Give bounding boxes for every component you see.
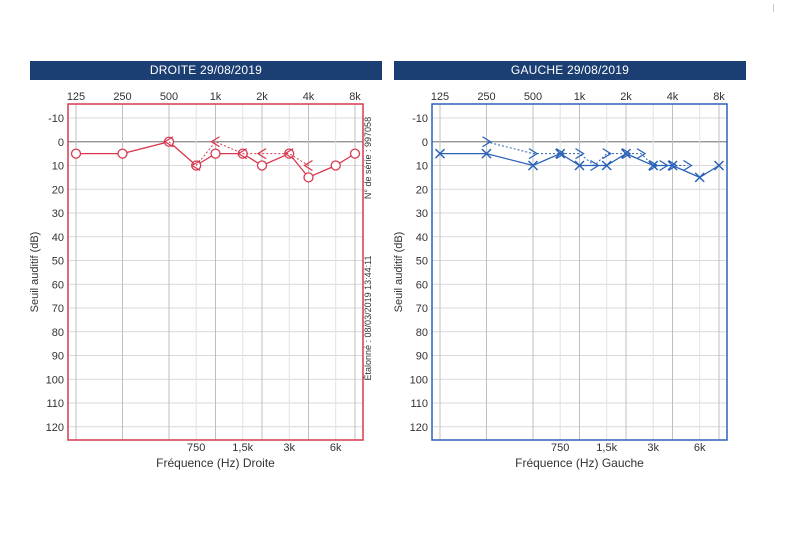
data-point-cross xyxy=(555,148,566,159)
data-point-bone-conduction xyxy=(283,148,294,160)
x-bottom-tick-label: 3k xyxy=(647,442,659,454)
y-tick-label: 10 xyxy=(52,161,64,173)
serial-number: N° de série : 997058 xyxy=(363,117,373,199)
data-point-cross xyxy=(694,172,705,183)
data-point-cross xyxy=(713,160,725,171)
x-bottom-tick-label: 750 xyxy=(551,442,569,454)
x-top-tick-label: 1k xyxy=(210,91,222,103)
y-tick-label: 90 xyxy=(52,351,64,363)
x-bottom-tick-label: 750 xyxy=(187,442,205,454)
data-point-bone-conduction xyxy=(163,136,174,148)
y-tick-label: 50 xyxy=(416,256,428,268)
y-tick-label: 20 xyxy=(52,184,64,196)
x-bottom-tick-label: 1,5k xyxy=(596,442,617,454)
data-point-circle xyxy=(210,148,221,159)
y-tick-label: 10 xyxy=(416,161,428,173)
y-tick-label: 80 xyxy=(416,327,428,339)
data-point-bone-conduction xyxy=(237,148,248,160)
y-tick-label: 70 xyxy=(416,303,428,315)
series-line-greater-than xyxy=(486,141,688,167)
y-tick-label: 50 xyxy=(52,256,64,268)
data-point-circle xyxy=(349,148,361,159)
y-tick-label: 40 xyxy=(416,232,428,244)
data-point-circle xyxy=(303,172,314,183)
y-tick-label: 100 xyxy=(46,374,64,386)
data-point-bone-conduction xyxy=(590,159,600,172)
data-point-cross xyxy=(601,160,612,171)
x-bottom-tick-label: 6k xyxy=(330,442,342,454)
plot-frame xyxy=(431,103,728,441)
data-point-bone-conduction xyxy=(210,136,220,148)
y-tick-label: 60 xyxy=(52,279,64,291)
data-point-circle xyxy=(330,160,341,171)
y-tick-label: 60 xyxy=(416,279,428,291)
data-point-bone-conduction xyxy=(602,148,612,160)
data-point-bone-conduction xyxy=(555,148,566,160)
x-top-tick-label: 125 xyxy=(431,91,449,103)
data-point-cross xyxy=(527,160,539,171)
x-bottom-tick-label: 1,5k xyxy=(232,442,253,454)
y-tick-label: 80 xyxy=(52,327,64,339)
data-point-bone-conduction xyxy=(636,148,647,160)
data-point-cross xyxy=(434,148,446,159)
x-top-tick-label: 4k xyxy=(303,91,315,103)
x-top-tick-label: 500 xyxy=(524,91,542,103)
data-point-bone-conduction xyxy=(528,148,539,160)
data-point-bone-conduction xyxy=(256,148,267,160)
y-tick-label: 20 xyxy=(416,184,428,196)
left-ear-title: GAUCHE 29/08/2019 xyxy=(394,61,746,80)
x-top-tick-label: 500 xyxy=(160,91,178,103)
data-point-cross xyxy=(481,148,492,159)
data-point-bone-conduction xyxy=(621,148,632,160)
x-top-tick-label: 250 xyxy=(477,91,495,103)
data-point-bone-conduction xyxy=(648,159,659,172)
x-top-tick-label: 250 xyxy=(113,91,131,103)
x-top-tick-label: 4k xyxy=(667,91,679,103)
data-point-bone-conduction xyxy=(303,159,313,172)
data-point-bone-conduction xyxy=(668,159,678,172)
y-tick-label: 100 xyxy=(410,374,428,386)
x-axis-label: Fréquence (Hz) Droite xyxy=(156,456,275,470)
y-tick-label: 120 xyxy=(46,422,64,434)
y-tick-label: 90 xyxy=(416,351,428,363)
plot-frame xyxy=(67,103,364,441)
x-top-tick-label: 125 xyxy=(67,91,85,103)
x-axis-label: Fréquence (Hz) Gauche xyxy=(515,456,644,470)
right-ear-title: DROITE 29/08/2019 xyxy=(30,61,382,80)
x-top-tick-label: 8k xyxy=(713,91,725,103)
y-tick-label: 0 xyxy=(422,137,428,149)
corner-mark xyxy=(773,4,774,12)
series-line-less-than xyxy=(168,141,309,167)
data-point-bone-conduction xyxy=(190,159,201,172)
y-tick-label: 0 xyxy=(58,137,64,149)
y-tick-label: 30 xyxy=(52,208,64,220)
y-axis-label: Seuil auditif (dB) xyxy=(29,232,41,313)
data-point-cross xyxy=(574,160,585,171)
calibration-date: Étalonné : 08/03/2019 13:44:11 xyxy=(363,256,373,381)
x-top-tick-label: 2k xyxy=(620,91,632,103)
y-axis-label: Seuil auditif (dB) xyxy=(393,232,405,313)
y-tick-label: 40 xyxy=(52,232,64,244)
data-point-circle xyxy=(117,148,128,159)
x-top-tick-label: 1k xyxy=(574,91,586,103)
x-bottom-tick-label: 6k xyxy=(694,442,706,454)
y-tick-label: -10 xyxy=(412,113,428,125)
x-top-tick-label: 2k xyxy=(256,91,268,103)
data-point-circle xyxy=(256,160,268,171)
data-point-bone-conduction xyxy=(575,148,585,160)
data-point-circle xyxy=(70,148,82,159)
data-point-bone-conduction xyxy=(683,159,693,172)
x-bottom-tick-label: 3k xyxy=(283,442,295,454)
y-tick-label: 70 xyxy=(52,303,64,315)
y-tick-label: -10 xyxy=(48,113,64,125)
y-tick-label: 120 xyxy=(410,422,428,434)
data-point-bone-conduction xyxy=(482,136,492,148)
y-tick-label: 30 xyxy=(416,208,428,220)
y-tick-label: 110 xyxy=(46,398,64,410)
data-point-bone-conduction xyxy=(659,159,669,172)
y-tick-label: 110 xyxy=(410,398,428,410)
x-top-tick-label: 8k xyxy=(349,91,361,103)
